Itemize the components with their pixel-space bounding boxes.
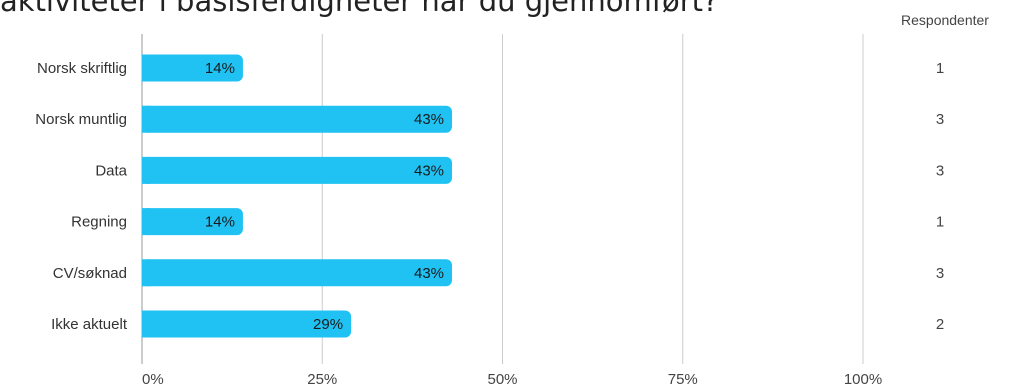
bar-left-edge xyxy=(142,156,150,184)
respondent-counts: 1 3 3 1 3 2 xyxy=(936,60,944,333)
respondent-count: 2 xyxy=(936,316,944,333)
chart-title: aktiviteter i basisferdigheter har du gj… xyxy=(0,0,719,18)
value-label: 14% xyxy=(205,214,235,231)
respondent-count: 3 xyxy=(936,111,944,128)
bar xyxy=(142,310,352,338)
bar xyxy=(142,208,243,236)
bar xyxy=(142,105,453,133)
category-label: CV/søknad xyxy=(53,265,127,282)
respondent-count: 1 xyxy=(936,60,944,77)
value-label: 29% xyxy=(313,316,343,333)
gridlines xyxy=(141,34,864,364)
x-tick-label: 25% xyxy=(307,371,337,388)
value-label: 43% xyxy=(414,162,444,179)
category-label: Norsk skriftlig xyxy=(37,60,127,77)
respondent-count: 3 xyxy=(936,265,944,282)
x-tick-label: 100% xyxy=(844,371,882,388)
category-label: Data xyxy=(95,162,127,179)
bars xyxy=(142,54,453,338)
x-tick-label: 50% xyxy=(487,371,517,388)
category-label: Regning xyxy=(71,214,127,231)
value-labels: 14% 43% 43% 14% 43% 29% xyxy=(205,60,444,333)
bar-left-edge xyxy=(142,208,150,236)
value-label: 43% xyxy=(414,111,444,128)
category-label: Ikke aktuelt xyxy=(51,316,128,333)
respondent-count: 1 xyxy=(936,214,944,231)
category-labels: Norsk skriftlig Norsk muntlig Data Regning C… xyxy=(35,60,128,333)
value-label: 14% xyxy=(205,60,235,77)
bar-left-edge xyxy=(142,105,150,133)
bar xyxy=(142,156,453,184)
bar xyxy=(142,54,243,82)
respondents-header: Respondenter xyxy=(901,12,989,28)
x-tick-label: 75% xyxy=(668,371,698,388)
x-tick-label: 0% xyxy=(142,371,164,388)
x-axis-ticks: 0% 25% 50% 75% 100% xyxy=(142,371,882,388)
category-label: Norsk muntlig xyxy=(35,111,127,128)
respondent-count: 3 xyxy=(936,162,944,179)
bar-left-edge xyxy=(142,310,150,338)
bar xyxy=(142,259,453,287)
bar-left-edge xyxy=(142,259,150,287)
bar-left-edge xyxy=(142,54,150,82)
value-label: 43% xyxy=(414,265,444,282)
